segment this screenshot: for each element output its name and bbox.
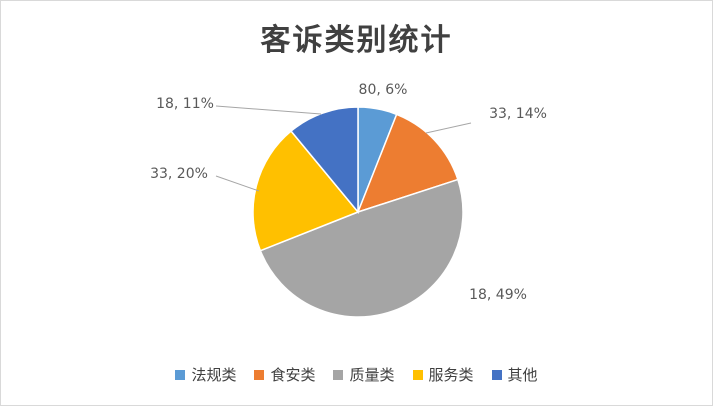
pie-slices bbox=[252, 106, 464, 318]
legend: 法规类 食安类 质量类 服务类 其他 bbox=[1, 364, 712, 385]
leader-line-5 bbox=[215, 105, 322, 115]
legend-item-4: 服务类 bbox=[412, 364, 474, 385]
legend-item-5: 其他 bbox=[491, 364, 538, 385]
data-label-2: 33, 14% bbox=[489, 106, 547, 122]
data-label-1: 80, 6% bbox=[359, 82, 408, 98]
legend-item-1: 法规类 bbox=[175, 364, 236, 385]
data-label-3: 18, 49% bbox=[469, 287, 527, 303]
pie-slice-5 bbox=[290, 106, 359, 215]
legend-label: 法规类 bbox=[191, 366, 237, 384]
legend-label: 其他 bbox=[507, 366, 538, 384]
pie-slice-3 bbox=[259, 178, 464, 318]
legend-swatch bbox=[333, 369, 344, 380]
legend-label: 质量类 bbox=[349, 366, 395, 384]
legend-swatch bbox=[254, 369, 265, 380]
leader-line-4 bbox=[215, 175, 260, 192]
data-label-4: 33, 20% bbox=[150, 166, 208, 182]
legend-label: 服务类 bbox=[428, 366, 474, 384]
legend-label: 食安类 bbox=[270, 366, 316, 384]
leader-line-2 bbox=[425, 122, 472, 134]
legend-swatch bbox=[412, 369, 423, 380]
legend-item-3: 质量类 bbox=[333, 364, 395, 385]
legend-swatch bbox=[175, 369, 186, 380]
legend-swatch bbox=[491, 369, 502, 380]
pie-slice-4 bbox=[252, 130, 360, 252]
legend-item-2: 食安类 bbox=[254, 364, 315, 385]
chart-title: 客诉类别统计 bbox=[260, 23, 453, 58]
data-label-5: 18, 11% bbox=[156, 96, 214, 112]
